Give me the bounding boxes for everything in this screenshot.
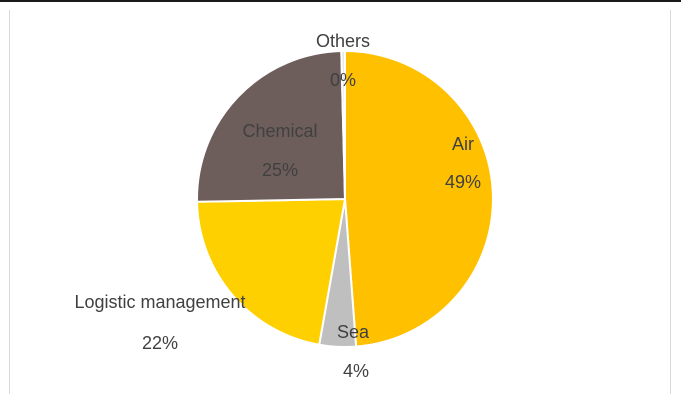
slice-pct-sea: 4%	[343, 361, 369, 381]
slice-pct-air: 49%	[445, 172, 481, 192]
slice-label-logistic-management: Logistic management	[74, 292, 245, 312]
slice-label-air: Air	[452, 134, 474, 154]
pie-slice-air	[345, 51, 493, 347]
slice-pct-others: 0%	[330, 70, 356, 90]
slice-label-sea: Sea	[337, 322, 370, 342]
slice-pct-chemical: 25%	[262, 160, 298, 180]
slice-pct-logistic-management: 22%	[142, 333, 178, 353]
pie-slice-logistic-management	[197, 199, 345, 345]
slice-label-chemical: Chemical	[242, 121, 317, 141]
slice-label-others: Others	[316, 31, 370, 51]
